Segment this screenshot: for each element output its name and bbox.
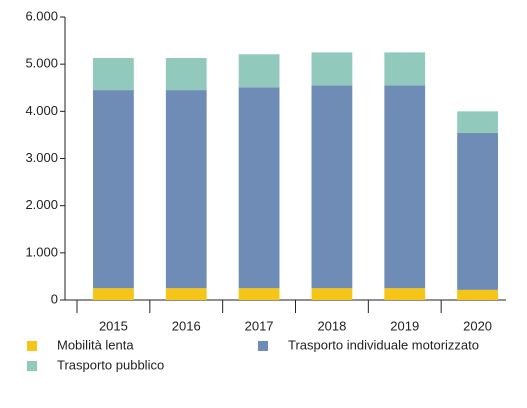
bar-segment: [311, 288, 353, 300]
bar-segment: [457, 133, 498, 290]
y-tick-label: 5.000: [25, 56, 58, 71]
bar-segment: [457, 289, 498, 300]
y-tick-label: 3.000: [25, 150, 58, 165]
legend-swatch: [27, 361, 37, 371]
x-tick-label: 2018: [317, 318, 346, 333]
bar-segment: [384, 52, 426, 86]
bar-segment: [457, 111, 498, 134]
bar-segment: [165, 288, 207, 300]
legend-label: Mobilità lenta: [57, 337, 134, 352]
legend-swatch: [27, 341, 37, 351]
y-tick-label: 0: [51, 291, 58, 306]
bar-segment: [93, 90, 134, 289]
x-tick-label: 2019: [390, 318, 419, 333]
legend-label: Trasporto pubblico: [57, 357, 164, 372]
x-tick-label: 2016: [172, 318, 201, 333]
y-tick-label: 2.000: [25, 197, 58, 212]
bar-segment: [311, 52, 353, 86]
bar-segment: [165, 90, 207, 289]
legend-label: Trasporto individuale motorizzato: [288, 337, 479, 352]
y-tick-label: 1.000: [25, 244, 58, 259]
bar-segment: [238, 288, 280, 300]
bar-segment: [311, 85, 353, 289]
bar-segment: [238, 87, 280, 289]
x-tick-label: 2020: [463, 318, 492, 333]
bar-segment: [384, 85, 426, 289]
bar-segment: [165, 58, 207, 91]
legend-swatch: [258, 341, 268, 351]
x-tick-label: 2017: [245, 318, 274, 333]
bar-segment: [93, 288, 134, 300]
x-tick-label: 2015: [99, 318, 128, 333]
bar-segment: [238, 54, 280, 88]
y-tick-label: 4.000: [25, 103, 58, 118]
bar-segment: [384, 288, 426, 300]
bar-segment: [93, 58, 134, 91]
y-tick-label: 6.000: [25, 8, 58, 23]
